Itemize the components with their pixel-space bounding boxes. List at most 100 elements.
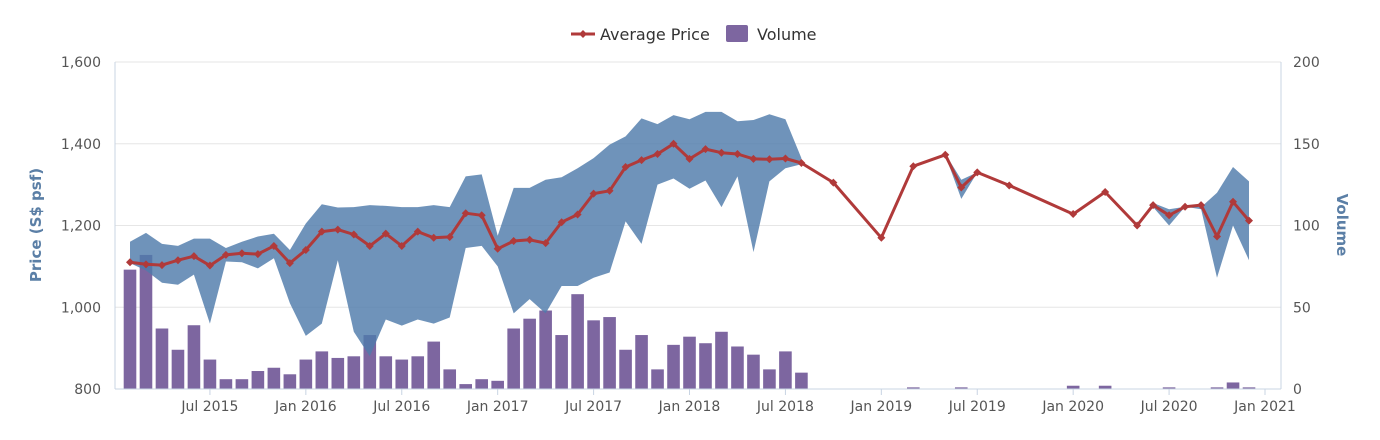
price-point-marker[interactable] bbox=[413, 227, 422, 236]
legend[interactable]: Average Price Volume bbox=[571, 25, 817, 44]
volume-bar[interactable] bbox=[1210, 387, 1224, 389]
volume-bar[interactable] bbox=[795, 372, 808, 389]
volume-bar[interactable] bbox=[475, 379, 488, 389]
volume-bar[interactable] bbox=[747, 354, 760, 389]
price-point-marker[interactable] bbox=[621, 163, 630, 172]
volume-bar[interactable] bbox=[1226, 382, 1240, 389]
volume-bar[interactable] bbox=[203, 359, 217, 389]
volume-bar[interactable] bbox=[379, 356, 393, 389]
volume-bar[interactable] bbox=[411, 356, 425, 389]
price-point-marker[interactable] bbox=[573, 210, 582, 219]
price-point-marker[interactable] bbox=[381, 229, 390, 238]
volume-bar[interactable] bbox=[139, 254, 153, 389]
volume-bar[interactable] bbox=[1162, 387, 1176, 389]
price-point-marker[interactable] bbox=[173, 256, 182, 265]
volume-bar[interactable] bbox=[491, 380, 504, 389]
price-point-marker[interactable] bbox=[397, 241, 406, 250]
volume-bar[interactable] bbox=[251, 371, 265, 389]
volume-bar[interactable] bbox=[171, 349, 185, 389]
volume-bars[interactable] bbox=[123, 254, 1256, 389]
price-point-marker[interactable] bbox=[733, 149, 742, 158]
price-point-marker[interactable] bbox=[1069, 210, 1078, 219]
price-point-marker[interactable] bbox=[253, 250, 262, 259]
volume-bar[interactable] bbox=[1242, 387, 1256, 389]
volume-bar[interactable] bbox=[315, 351, 329, 389]
price-point-marker[interactable] bbox=[957, 183, 966, 192]
volume-bar[interactable] bbox=[731, 346, 744, 389]
price-point-marker[interactable] bbox=[525, 235, 534, 244]
price-point-marker[interactable] bbox=[333, 225, 342, 234]
price-point-marker[interactable] bbox=[1133, 221, 1142, 230]
price-point-marker[interactable] bbox=[477, 211, 486, 220]
price-point-marker[interactable] bbox=[909, 162, 918, 171]
price-point-marker[interactable] bbox=[1005, 181, 1014, 190]
volume-bar[interactable] bbox=[587, 320, 600, 389]
price-point-marker[interactable] bbox=[797, 158, 806, 167]
price-point-marker[interactable] bbox=[637, 156, 646, 165]
volume-bar[interactable] bbox=[1098, 385, 1112, 389]
volume-bar[interactable] bbox=[555, 335, 568, 389]
volume-bar[interactable] bbox=[427, 341, 441, 389]
volume-bar[interactable] bbox=[907, 387, 920, 389]
price-point-marker[interactable] bbox=[301, 246, 310, 255]
legend-item-volume[interactable]: Volume bbox=[726, 25, 817, 44]
volume-bar[interactable] bbox=[619, 349, 632, 389]
price-point-marker[interactable] bbox=[1229, 197, 1238, 206]
price-range-area[interactable] bbox=[1137, 167, 1249, 278]
volume-bar[interactable] bbox=[123, 269, 137, 389]
volume-bar[interactable] bbox=[187, 325, 201, 389]
volume-bar[interactable] bbox=[667, 344, 680, 389]
average-price-line[interactable] bbox=[126, 139, 1254, 270]
volume-bar[interactable] bbox=[523, 318, 536, 389]
price-point-marker[interactable] bbox=[429, 233, 438, 242]
volume-bar[interactable] bbox=[1066, 385, 1080, 389]
price-point-marker[interactable] bbox=[701, 145, 710, 154]
price-point-marker[interactable] bbox=[461, 209, 470, 218]
volume-bar[interactable] bbox=[571, 294, 584, 389]
price-point-marker[interactable] bbox=[653, 149, 662, 158]
volume-bar[interactable] bbox=[699, 343, 712, 389]
volume-bar[interactable] bbox=[155, 328, 169, 389]
price-point-marker[interactable] bbox=[349, 230, 358, 239]
volume-bar[interactable] bbox=[283, 374, 297, 389]
volume-bar[interactable] bbox=[954, 387, 968, 389]
volume-bar[interactable] bbox=[235, 379, 249, 389]
price-point-marker[interactable] bbox=[941, 150, 950, 159]
price-point-marker[interactable] bbox=[669, 139, 678, 148]
volume-bar[interactable] bbox=[539, 310, 552, 389]
price-point-marker[interactable] bbox=[1149, 201, 1158, 210]
price-point-marker[interactable] bbox=[1245, 216, 1254, 225]
volume-bar[interactable] bbox=[267, 367, 281, 389]
volume-bar[interactable] bbox=[331, 357, 345, 389]
price-point-marker[interactable] bbox=[973, 168, 982, 177]
price-point-marker[interactable] bbox=[1181, 202, 1190, 211]
price-range-area[interactable] bbox=[130, 111, 802, 357]
volume-bar[interactable] bbox=[683, 336, 696, 389]
average-price-line-path[interactable] bbox=[129, 142, 1251, 268]
price-point-marker[interactable] bbox=[1165, 211, 1174, 220]
volume-bar[interactable] bbox=[763, 369, 776, 389]
volume-bar[interactable] bbox=[507, 328, 520, 389]
price-point-marker[interactable] bbox=[141, 260, 150, 269]
price-point-marker[interactable] bbox=[365, 241, 374, 250]
volume-bar[interactable] bbox=[347, 356, 361, 389]
volume-bar[interactable] bbox=[459, 384, 473, 389]
price-range-band[interactable] bbox=[130, 111, 1249, 357]
volume-bar[interactable] bbox=[395, 359, 409, 389]
volume-bar[interactable] bbox=[635, 335, 648, 389]
price-point-marker[interactable] bbox=[589, 189, 598, 198]
volume-bar[interactable] bbox=[715, 331, 728, 389]
price-point-marker[interactable] bbox=[205, 261, 214, 270]
price-point-marker[interactable] bbox=[749, 154, 758, 163]
price-point-marker[interactable] bbox=[269, 241, 278, 250]
price-point-marker[interactable] bbox=[829, 178, 838, 187]
price-point-marker[interactable] bbox=[781, 154, 790, 163]
price-point-marker[interactable] bbox=[765, 155, 774, 164]
price-point-marker[interactable] bbox=[1197, 201, 1206, 210]
volume-bar[interactable] bbox=[603, 317, 616, 389]
volume-bar[interactable] bbox=[779, 351, 792, 389]
price-point-marker[interactable] bbox=[189, 252, 198, 261]
price-point-marker[interactable] bbox=[237, 249, 246, 258]
volume-bar[interactable] bbox=[299, 359, 313, 389]
price-point-marker[interactable] bbox=[717, 148, 726, 157]
